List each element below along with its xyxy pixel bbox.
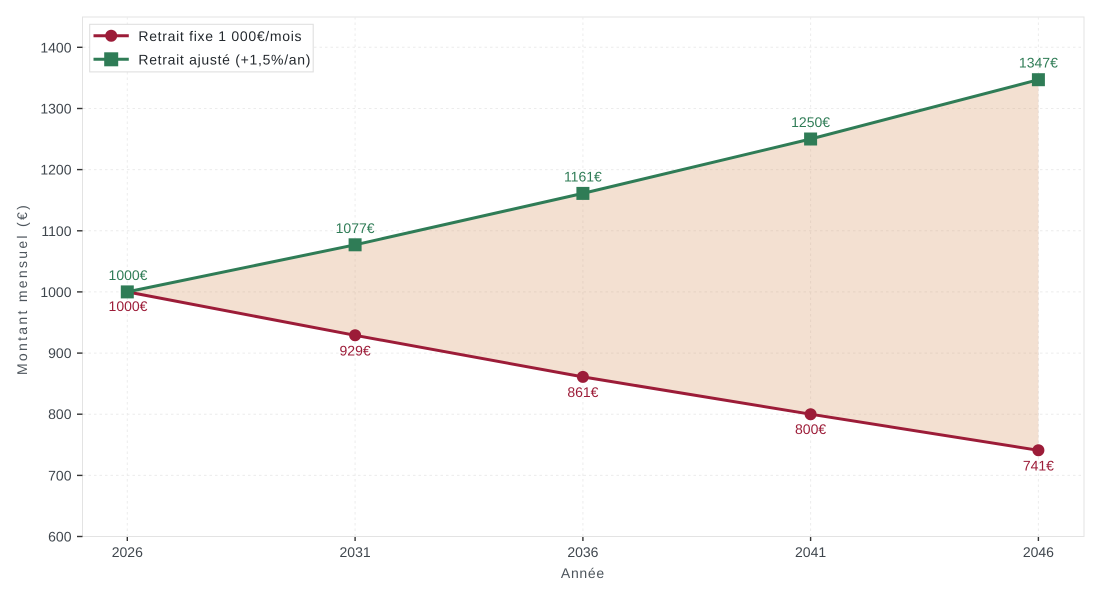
- svg-text:2046: 2046: [1023, 544, 1054, 560]
- svg-text:Retrait ajusté (+1,5%/an): Retrait ajusté (+1,5%/an): [138, 51, 311, 67]
- svg-text:861€: 861€: [567, 384, 598, 400]
- svg-text:1300: 1300: [40, 101, 71, 117]
- svg-text:2041: 2041: [795, 544, 826, 560]
- svg-text:1100: 1100: [41, 223, 71, 239]
- svg-text:1347€: 1347€: [1019, 55, 1058, 71]
- svg-text:600: 600: [48, 529, 72, 545]
- svg-text:929€: 929€: [340, 342, 371, 358]
- svg-text:800: 800: [48, 406, 72, 422]
- svg-text:1077€: 1077€: [336, 220, 375, 236]
- svg-text:1250€: 1250€: [791, 114, 830, 130]
- svg-text:1000€: 1000€: [109, 298, 148, 314]
- svg-text:700: 700: [48, 467, 72, 483]
- svg-text:2026: 2026: [112, 544, 143, 560]
- svg-text:1000: 1000: [40, 284, 71, 300]
- svg-text:741€: 741€: [1023, 457, 1054, 473]
- svg-text:2031: 2031: [340, 544, 371, 560]
- svg-text:Année: Année: [561, 565, 605, 581]
- svg-text:1161€: 1161€: [564, 168, 602, 184]
- svg-text:800€: 800€: [795, 421, 826, 437]
- svg-text:900: 900: [48, 345, 72, 361]
- svg-text:1400: 1400: [40, 39, 71, 55]
- svg-text:1200: 1200: [40, 162, 71, 178]
- svg-text:Montant mensuel (€): Montant mensuel (€): [14, 203, 30, 375]
- svg-text:1000€: 1000€: [109, 267, 148, 283]
- svg-text:Retrait fixe 1 000€/mois: Retrait fixe 1 000€/mois: [138, 28, 302, 44]
- svg-text:2036: 2036: [567, 544, 598, 560]
